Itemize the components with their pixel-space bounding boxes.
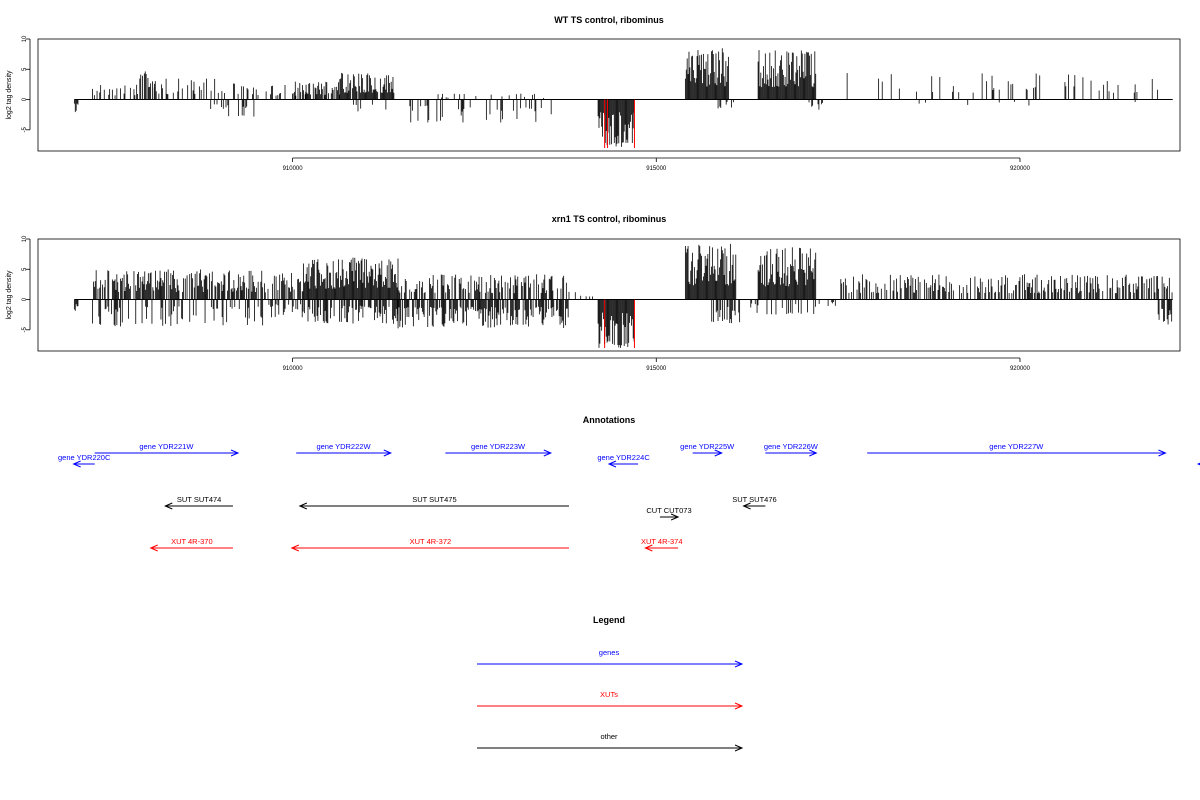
wt-axes: 10 5 0 -5 910000 915000 920000 [22, 35, 1031, 172]
y-tick-label: 0 [22, 297, 28, 301]
wt-y-axis-label: log2 tag density [6, 70, 13, 120]
xrn1-axes: 10 5 0 -5 910000 915000 920000 [22, 235, 1031, 372]
annotation-label: XUT 4R-372 [410, 537, 452, 546]
wt-panel-title: WT TS control, ribominus [554, 15, 664, 25]
y-tick-label: 5 [22, 267, 28, 271]
annotation-label: XUT 4R-374 [641, 537, 683, 546]
annotation-label: gene YDR222W [316, 442, 371, 451]
annotation-arrow-head [742, 502, 751, 510]
annotation-label: gene YDR220C [58, 453, 111, 462]
annotation-label: gene YDR225W [680, 442, 735, 451]
legend-arrow-head [734, 660, 744, 668]
annotation-arrow-head [383, 449, 393, 457]
y-tick-label: -5 [22, 326, 28, 332]
legend-arrow-head [734, 744, 744, 752]
y-tick-label: 10 [22, 235, 28, 242]
annotation-arrow-head [164, 502, 173, 510]
legend-arrow-head [734, 702, 744, 710]
annotation-label: gene YDR221W [139, 442, 194, 451]
annotation-arrow-head [670, 513, 680, 521]
legend-title: Legend [593, 615, 625, 625]
xrn1-density-panel: xrn1 TS control, ribominus log2 tag dens… [6, 214, 1181, 372]
legend-label: XUTs [600, 690, 618, 699]
annotation-arrow-head [1196, 462, 1200, 466]
annotation-label: gene YDR224C [597, 453, 650, 462]
x-tick-label: 910000 [283, 366, 304, 372]
annotation-label: XUT 4R-370 [171, 537, 213, 546]
annotation-arrow-head [644, 544, 653, 552]
annotation-label: SUT SUT476 [732, 495, 776, 504]
xrn1-plot-frame [37, 238, 1181, 352]
y-tick-label: -5 [22, 126, 28, 132]
legend-label: other [600, 732, 618, 741]
legend-label: genes [599, 648, 620, 657]
x-tick-label: 915000 [646, 166, 667, 172]
y-tick-label: 5 [22, 67, 28, 71]
annotation-arrow-head [290, 544, 300, 552]
annotation-arrow-head [149, 544, 158, 552]
xrn1-y-axis-label: log2 tag density [6, 270, 13, 320]
annotation-arrow-head [298, 502, 308, 510]
annotation-arrow-head [72, 460, 81, 468]
annotation-label: SUT SUT475 [412, 495, 456, 504]
xrn1-panel-title: xrn1 TS control, ribominus [552, 214, 667, 224]
xrn1-density-bars [73, 243, 1173, 348]
legend-panel: Legend genes XUTs other [477, 615, 744, 752]
x-tick-label: 920000 [1010, 366, 1031, 372]
wt-density-panel: WT TS control, ribominus log2 tag densit… [6, 15, 1181, 172]
x-tick-label: 910000 [283, 166, 304, 172]
y-tick-label: 10 [22, 35, 28, 42]
x-tick-label: 920000 [1010, 166, 1031, 172]
legend-entries: genes XUTs other [477, 648, 744, 752]
annotation-arrow-head [230, 449, 240, 457]
annotation-label: CUT CUT073 [646, 506, 691, 515]
annotations-title: Annotations [583, 415, 636, 425]
annotation-label: gene YDR226W [764, 442, 819, 451]
annotation-arrow-head [1158, 449, 1167, 457]
annotation-label: SUT SUT474 [177, 495, 221, 504]
y-tick-label: 0 [22, 97, 28, 101]
annotation-arrows: gene YDR221W gene YDR222W gene YDR223W gene… [58, 442, 1200, 552]
annotation-arrow-head [714, 449, 724, 457]
x-tick-label: 915000 [646, 366, 667, 372]
annotation-arrow-head [607, 460, 617, 468]
annotation-arrow-head [543, 449, 553, 457]
annotation-label: gene YDR223W [471, 442, 526, 451]
annotations-panel: Annotations gene YDR221W gene YDR222W gene… [58, 415, 1200, 552]
wt-plot-frame [37, 38, 1181, 152]
annotation-label: gene YDR227W [989, 442, 1044, 451]
annotation-arrow-head [809, 449, 818, 457]
wt-density-bars [73, 48, 1173, 148]
